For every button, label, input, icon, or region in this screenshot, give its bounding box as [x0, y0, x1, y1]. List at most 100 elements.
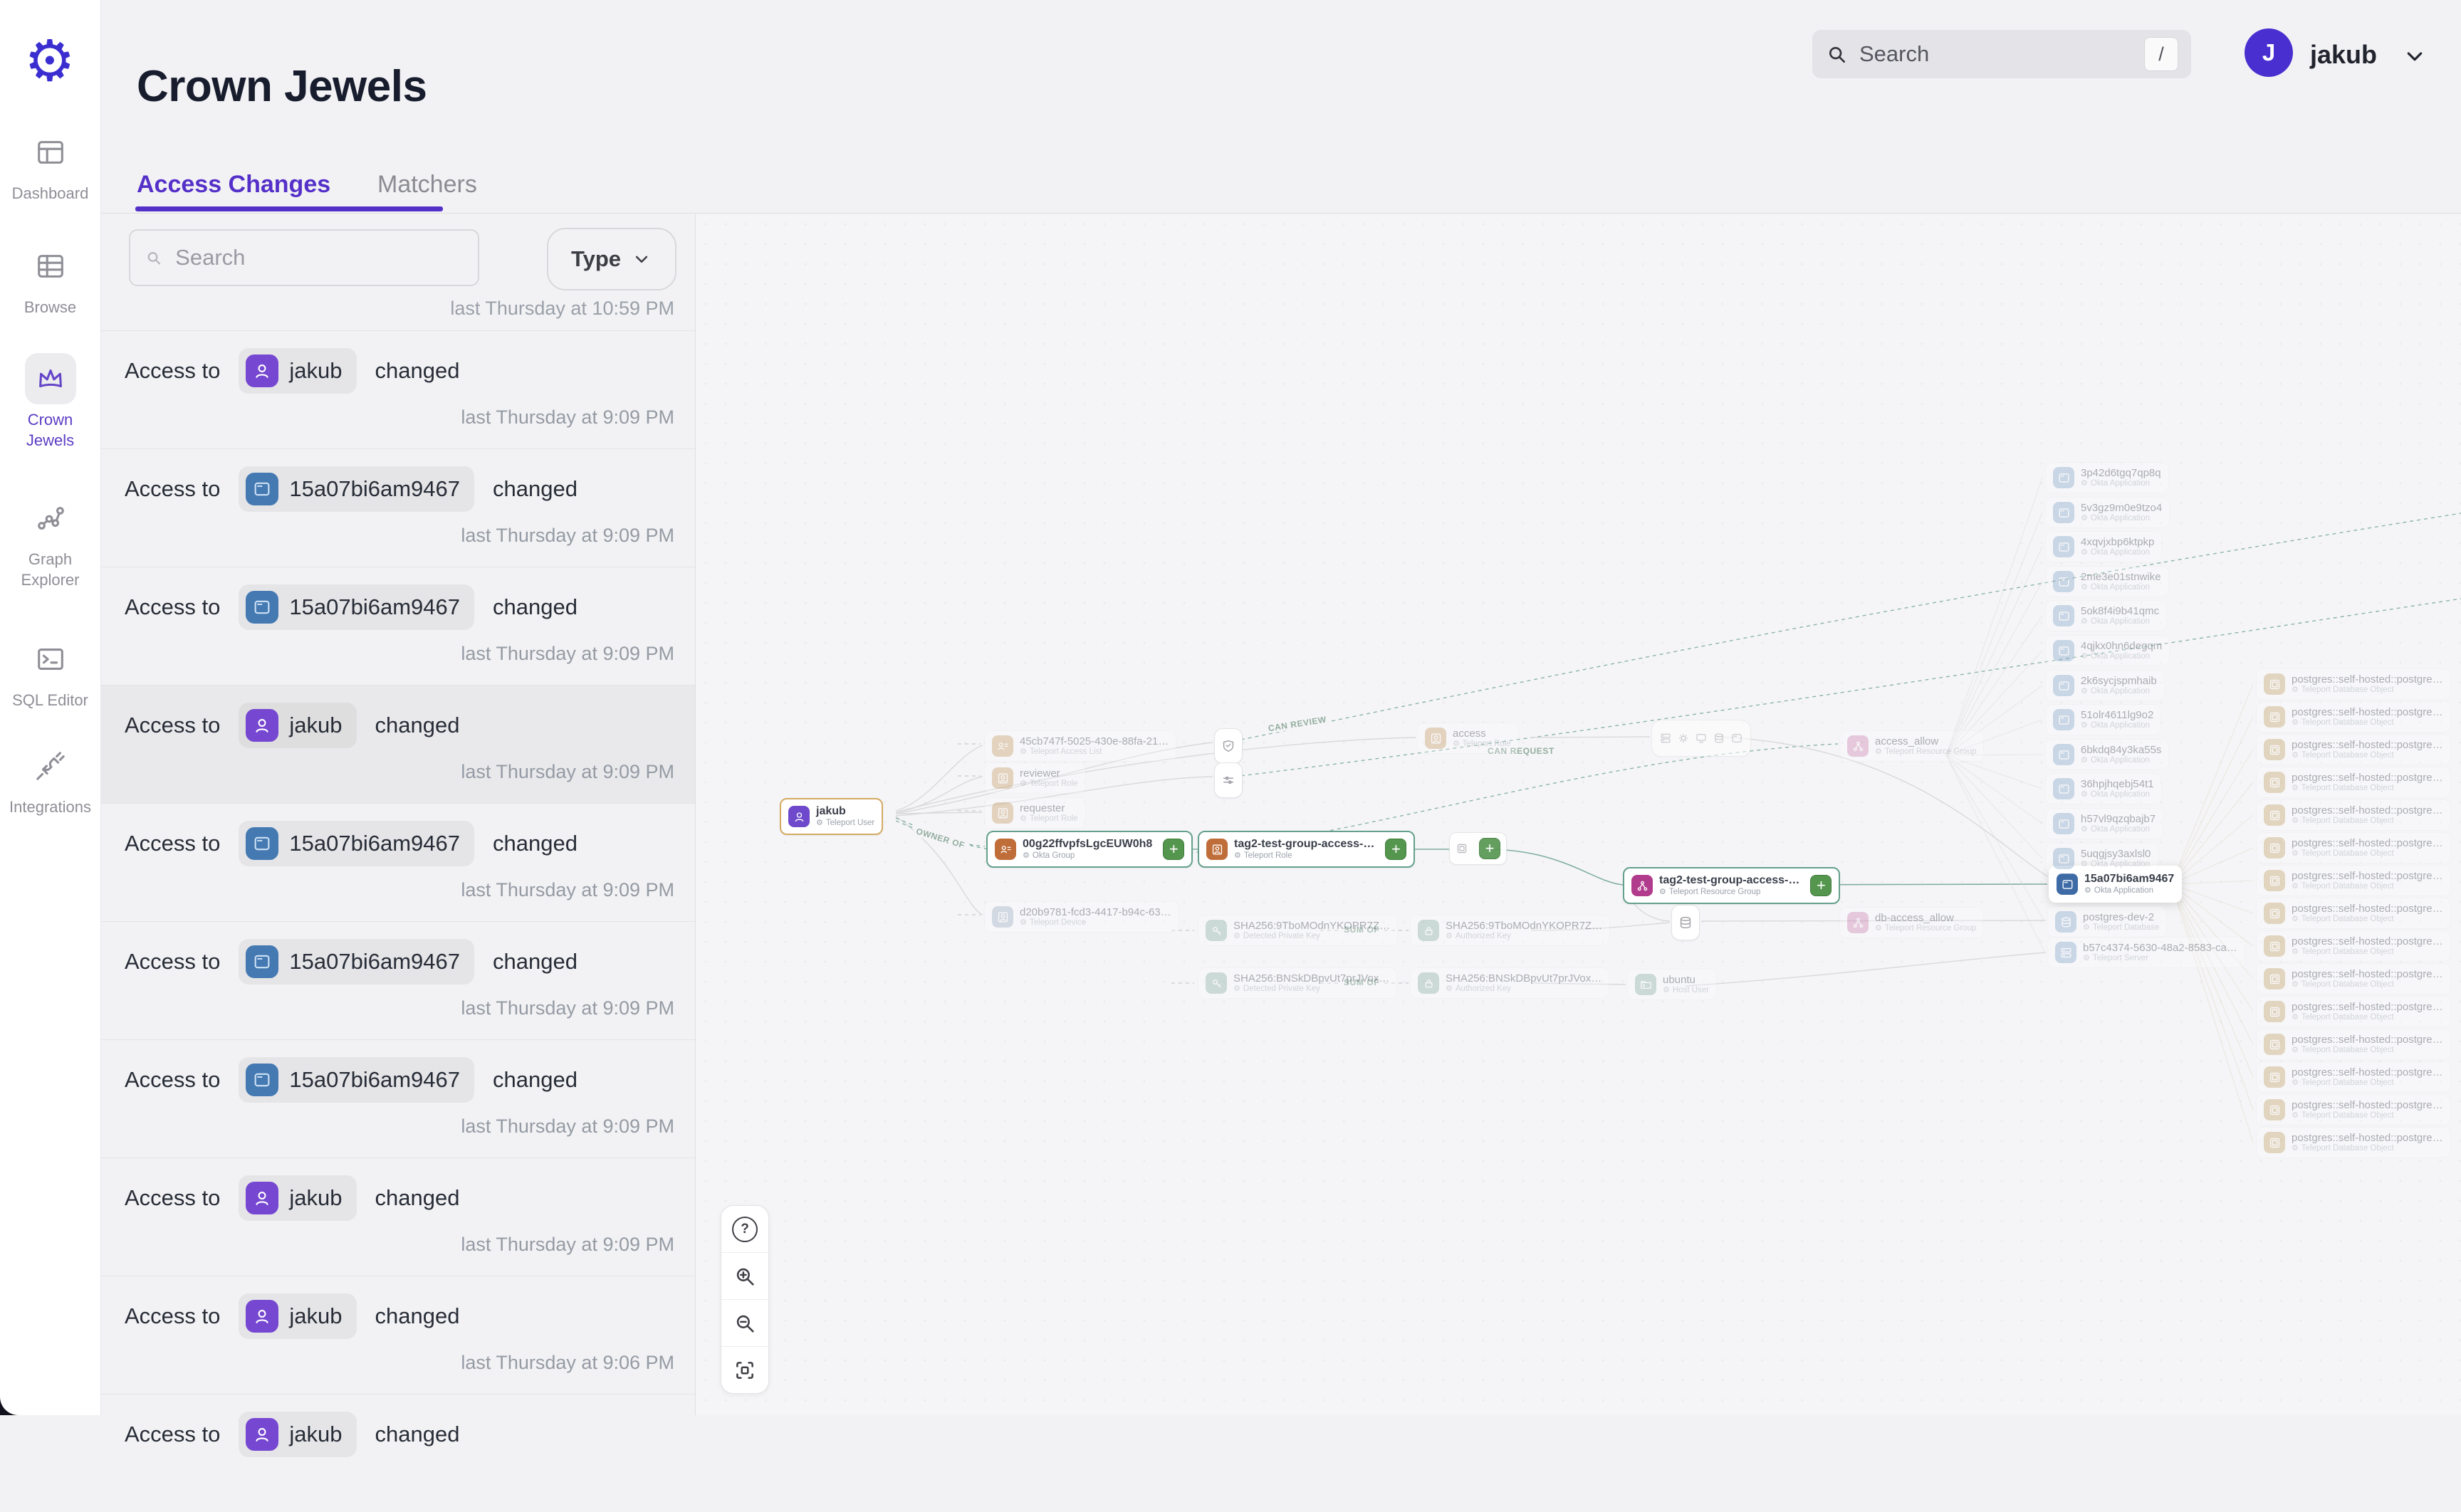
- entity-chip[interactable]: 15a07bi6am9467: [239, 939, 474, 985]
- sidebar-item-crown-jewels[interactable]: Crown Jewels: [0, 353, 100, 451]
- graph-node-tag2-role[interactable]: tag2-test-group-access-… ⚙ Teleport Role +: [1198, 831, 1416, 868]
- graph-node-okta-app-6[interactable]: 2k6sycjspmhaib ⚙ Okta Application: [2045, 670, 2165, 701]
- graph-node-db-object-6[interactable]: postgres::self-hosted::postgre… ⚙ Teleport…: [2256, 865, 2451, 896]
- entity-chip[interactable]: 15a07bi6am9467: [239, 584, 474, 630]
- graph-node-tag2-resource-group[interactable]: tag2-test-group-access-… ⚙ Teleport Resour…: [1623, 867, 1841, 904]
- tab-matchers[interactable]: Matchers: [377, 171, 477, 198]
- graph-node-db-object-11[interactable]: postgres::self-hosted::postgre… ⚙ Teleport…: [2256, 1029, 2451, 1060]
- help-button[interactable]: ?: [721, 1206, 768, 1253]
- graph-node-private-key-1[interactable]: SHA256:9TboMOdnYKOPR7Z… ⚙ Detected Private…: [1198, 915, 1399, 946]
- graph-node-okta-app-focus[interactable]: 15a07bi6am9467 ⚙ Okta Application: [2049, 866, 2183, 903]
- graph-node-okta-app-11[interactable]: 5uqgjsy3axlsl0 ⚙ Okta Application: [2045, 843, 2159, 874]
- graph-node-db-object-9[interactable]: postgres::self-hosted::postgre… ⚙ Teleport…: [2256, 963, 2451, 994]
- graph-node-db-object-3[interactable]: postgres::self-hosted::postgre… ⚙ Teleport…: [2256, 767, 2451, 798]
- expand-plus-button[interactable]: +: [1385, 839, 1407, 860]
- graph-node-okta-app-5[interactable]: 4qjkx0hn6degqm ⚙ Okta Application: [2045, 635, 2170, 666]
- graph-node-db-object-13[interactable]: postgres::self-hosted::postgre… ⚙ Teleport…: [2256, 1094, 2451, 1125]
- graph-node-reviewer[interactable]: reviewer ⚙ Teleport Role: [984, 762, 1086, 794]
- expand-plus-button[interactable]: +: [1163, 839, 1185, 860]
- access-change-row[interactable]: Access to 15a07bi6am9467 changed last Thurs…: [100, 1039, 696, 1157]
- graph-node-db-object-10[interactable]: postgres::self-hosted::postgre… ⚙ Teleport…: [2256, 996, 2451, 1027]
- graph-node-okta-app-8[interactable]: 6bkdq84y3ka55s ⚙ Okta Application: [2045, 739, 2170, 770]
- graph-node-access-allow[interactable]: access_allow ⚙ Teleport Resource Group: [1839, 730, 1985, 762]
- access-change-row[interactable]: Access to 15a07bi6am9467 changed last Thurs…: [100, 448, 696, 567]
- graph-node-db-object-8[interactable]: postgres::self-hosted::postgre… ⚙ Teleport…: [2256, 930, 2451, 962]
- entity-chip[interactable]: jakub: [239, 1412, 357, 1457]
- entity-chip[interactable]: 15a07bi6am9467: [239, 1057, 474, 1103]
- user-icon: [788, 806, 810, 827]
- graph-node-db-object-1[interactable]: postgres::self-hosted::postgre… ⚙ Teleport…: [2256, 701, 2451, 733]
- access-graph-canvas[interactable]: OWNER OF CAN REQUEST CAN REVIEW SUM OF S…: [696, 214, 2461, 1415]
- graph-node-okta-app-1[interactable]: 5v3gz9m0e9tzo4 ⚙ Okta Application: [2045, 497, 2170, 528]
- access-changes-search[interactable]: [129, 229, 479, 286]
- graph-node-resource-types-chip[interactable]: [1651, 720, 1751, 757]
- graph-node-db-object-12[interactable]: postgres::self-hosted::postgre… ⚙ Teleport…: [2256, 1061, 2451, 1093]
- graph-node-authorized-key-2[interactable]: SHA256:BNSkDBpvUt7prJVox… ⚙ Authorized Key: [1410, 967, 1610, 999]
- graph-node-db-access-allow[interactable]: db-access_allow ⚙ Teleport Resource Group: [1839, 907, 1985, 938]
- graph-node-okta-app-2[interactable]: 4xqvjxbp6ktpkp ⚙ Okta Application: [2045, 531, 2163, 562]
- graph-node-okta-app-10[interactable]: h57vl9qzqbajb7 ⚙ Okta Application: [2045, 808, 2164, 839]
- graph-node-db-object-7[interactable]: postgres::self-hosted::postgre… ⚙ Teleport…: [2256, 898, 2451, 929]
- tab-access-changes[interactable]: Access Changes: [137, 171, 331, 198]
- graph-node-db-object-14[interactable]: postgres::self-hosted::postgre… ⚙ Teleport…: [2256, 1127, 2451, 1158]
- global-search[interactable]: Search /: [1812, 30, 2191, 78]
- entity-chip[interactable]: jakub: [239, 1175, 357, 1221]
- type-filter-dropdown[interactable]: Type: [547, 228, 676, 290]
- graph-node-db-object-0[interactable]: postgres::self-hosted::postgre… ⚙ Teleport…: [2256, 668, 2451, 700]
- zoom-in-button[interactable]: [721, 1253, 768, 1300]
- graph-node-postgres-dev-2[interactable]: postgres-dev-2 ⚙ Teleport Database: [2047, 906, 2168, 938]
- user-avatar[interactable]: J: [2245, 28, 2293, 77]
- graph-node-okta-app-3[interactable]: 2me3e01stnwike ⚙ Okta Application: [2045, 566, 2169, 597]
- dashboard-icon: [25, 127, 76, 178]
- entity-chip[interactable]: jakub: [239, 703, 357, 748]
- graph-node-okta-app-0[interactable]: 3p42d6tgq7qp8q ⚙ Okta Application: [2045, 462, 2169, 493]
- sidebar-item-integrations[interactable]: Integrations: [0, 740, 100, 818]
- fit-view-button[interactable]: [721, 1347, 768, 1393]
- sidebar-item-dashboard[interactable]: Dashboard: [0, 127, 100, 204]
- application-icon: [246, 591, 279, 624]
- sidebar-item-browse[interactable]: Browse: [0, 241, 100, 318]
- graph-node-ubuntu[interactable]: ubuntu ⚙ Host User: [1627, 969, 1717, 1000]
- entity-chip[interactable]: 15a07bi6am9467: [239, 466, 474, 512]
- graph-node-private-key-2[interactable]: SHA256:BNSkDBpvUt7prJVox… ⚙ Detected Priva…: [1198, 967, 1398, 999]
- access-change-row[interactable]: Access to jakub changed last Thursday at 9:…: [100, 685, 696, 803]
- access-change-row[interactable]: Access to jakub changed last Thursday at 9:…: [100, 1157, 696, 1276]
- chevron-down-icon[interactable]: [2401, 43, 2428, 70]
- graph-node-authorized-key-1[interactable]: SHA256:9TboMOdnYKOPR7Z… ⚙ Authorized Key: [1410, 915, 1611, 946]
- search-input[interactable]: [174, 244, 464, 271]
- access-change-row[interactable]: Access to 15a07bi6am9467 changed last Thurs…: [100, 921, 696, 1039]
- graph-node-db-object-4[interactable]: postgres::self-hosted::postgre… ⚙ Teleport…: [2256, 799, 2451, 831]
- expand-plus-button[interactable]: +: [1810, 875, 1832, 896]
- graph-node-mini-database[interactable]: [1671, 905, 1700, 940]
- zoom-out-button[interactable]: [721, 1300, 768, 1347]
- graph-node-requester[interactable]: requester ⚙ Teleport Role: [984, 797, 1086, 829]
- graph-node-db-object-2[interactable]: postgres::self-hosted::postgre… ⚙ Teleport…: [2256, 734, 2451, 765]
- org-icon: [1847, 912, 1869, 933]
- entity-chip[interactable]: jakub: [239, 1293, 357, 1339]
- graph-node-access-list[interactable]: 45cb747f-5025-430e-88fa-21… ⚙ Teleport Acc…: [984, 730, 1177, 762]
- access-change-row[interactable]: Access to 15a07bi6am9467 changed last Thurs…: [100, 567, 696, 685]
- access-change-row[interactable]: Access to jakub changed last Thursday at 9:…: [100, 330, 696, 448]
- graph-node-okta-group[interactable]: 00g22ffvpfsLgcEUW0h8 ⚙ Okta Group +: [986, 831, 1193, 868]
- graph-node-db-object-5[interactable]: postgres::self-hosted::postgre… ⚙ Teleport…: [2256, 832, 2451, 863]
- sidebar-item-sql-editor[interactable]: SQL Editor: [0, 634, 100, 711]
- graph-node-device[interactable]: d20b9781-fcd3-4417-b94c-63… ⚙ Teleport Dev…: [984, 901, 1179, 933]
- access-change-row[interactable]: Access to 15a07bi6am9467 changed last Thurs…: [100, 803, 696, 921]
- user-name[interactable]: jakub: [2310, 40, 2378, 69]
- graph-node-mini-sliders[interactable]: [1214, 762, 1243, 798]
- graph-node-server[interactable]: b57c4374-5630-48a2-8583-ca… ⚙ Teleport Ser…: [2047, 937, 2245, 968]
- graph-node-mini-shield[interactable]: [1214, 728, 1243, 764]
- expand-plus-button[interactable]: +: [1479, 838, 1500, 859]
- graph-node-okta-app-7[interactable]: 51olr4611lg9o2 ⚙ Okta Application: [2045, 704, 2162, 735]
- graph-node-okta-app-9[interactable]: 36hpjhqebj54t1 ⚙ Okta Application: [2045, 773, 2162, 804]
- graph-node-jakub[interactable]: jakub ⚙ Teleport User: [780, 798, 884, 835]
- entity-chip[interactable]: 15a07bi6am9467: [239, 821, 474, 866]
- entity-chip[interactable]: jakub: [239, 348, 357, 394]
- graph-node-access[interactable]: access ⚙ Teleport Role: [1417, 723, 1519, 754]
- access-change-row[interactable]: Access to jakub changed last Thursday at 9:…: [100, 1276, 696, 1394]
- graph-node-collapsed-plus[interactable]: +: [1449, 832, 1507, 865]
- graph-node-okta-app-4[interactable]: 5ok8f4i9b41qmc ⚙ Okta Application: [2045, 600, 2168, 631]
- entity-name: 15a07bi6am9467: [289, 476, 460, 501]
- access-change-row[interactable]: Access to jakub changed: [100, 1394, 696, 1512]
- sidebar-item-graph-explorer[interactable]: Graph Explorer: [0, 493, 100, 590]
